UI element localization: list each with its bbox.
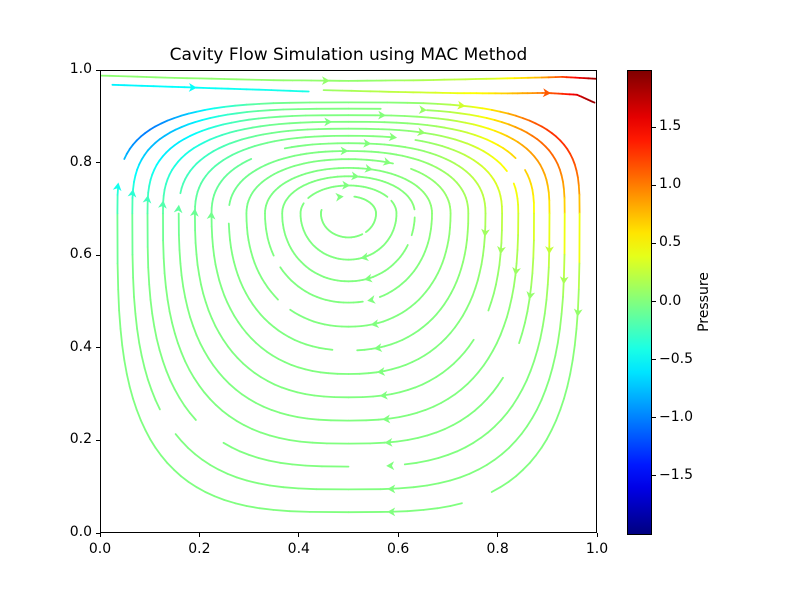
x-tick-mark (99, 533, 101, 537)
flow-arrow (481, 228, 490, 237)
flow-arrow (387, 507, 396, 517)
flow-arrow (335, 192, 344, 202)
flow-arrow (512, 266, 521, 276)
flow-arrow (112, 182, 122, 192)
colorbar-tick-mark (652, 126, 656, 128)
flow-arrow (127, 189, 137, 198)
x-tick-label: 0.4 (287, 541, 310, 557)
flow-arrow (360, 252, 370, 262)
colorbar-tick-label: −1.5 (659, 466, 693, 483)
flow-arrow (206, 211, 216, 220)
flow-arrow (457, 100, 466, 110)
colorbar-tick-label: −0.5 (659, 350, 693, 367)
flow-arrow (387, 484, 396, 494)
x-tick-label: 0.6 (387, 541, 410, 557)
x-tick-label: 1.0 (585, 541, 609, 557)
flow-arrow (373, 343, 383, 352)
flow-arrow (158, 200, 167, 209)
flow-arrow (542, 88, 551, 98)
colorbar-tick-mark (652, 184, 656, 186)
colorbar-tick-mark (652, 475, 656, 477)
x-tick-mark (198, 533, 200, 537)
y-tick-mark (96, 347, 100, 349)
colorbar-tick-label: 1.0 (659, 176, 682, 193)
flow-arrow (363, 138, 372, 148)
flow-arrow (350, 171, 360, 181)
flow-arrow (378, 110, 387, 120)
x-tick-label: 0.2 (188, 541, 211, 557)
x-tick-mark (397, 533, 399, 537)
colorbar-tick-mark (652, 242, 656, 244)
colorbar-label: Pressure (696, 271, 712, 332)
flow-arrow (364, 273, 373, 283)
flow-arrow (188, 83, 197, 92)
y-tick-label: 0.6 (69, 246, 92, 263)
y-tick-mark (96, 439, 100, 441)
colorbar (627, 70, 652, 535)
x-tick-mark (596, 533, 598, 537)
y-tick-mark (96, 532, 100, 534)
flow-arrow (324, 117, 333, 127)
y-tick-label: 0.0 (69, 524, 92, 540)
flow-arrow (364, 163, 373, 173)
flow-arrow (321, 76, 330, 86)
flow-arrow (370, 319, 380, 328)
x-tick-label: 0.8 (486, 541, 509, 557)
y-tick-label: 0.8 (69, 153, 92, 170)
y-tick-label: 0.4 (69, 338, 92, 355)
flow-arrow (382, 157, 392, 166)
y-tick-label: 1.0 (69, 61, 92, 77)
flow-arrow (342, 180, 351, 190)
streamlines (100, 74, 597, 517)
flow-arrow (386, 461, 395, 471)
flow-arrow (376, 367, 386, 376)
x-tick-mark (298, 533, 300, 537)
chart-title: Cavity Flow Simulation using MAC Method (169, 45, 528, 65)
flow-arrow (340, 146, 349, 156)
flow-arrow (142, 195, 152, 204)
colorbar-tick-label: 0.0 (659, 292, 682, 309)
colorbar-tick-mark (652, 301, 656, 302)
flow-arrow (367, 295, 376, 304)
y-tick-mark (96, 162, 100, 164)
flow-arrow (379, 390, 388, 400)
y-tick-label: 0.2 (69, 431, 92, 448)
flow-arrow (382, 414, 391, 424)
flow-arrow (173, 204, 183, 214)
y-tick-mark (96, 254, 100, 256)
flow-arrow (189, 208, 199, 217)
y-tick-mark (96, 69, 100, 71)
x-tick-mark (497, 533, 499, 537)
flow-arrow (418, 105, 427, 115)
colorbar-tick-mark (652, 417, 656, 419)
x-tick-label: 0.0 (88, 541, 112, 557)
flow-arrow (545, 246, 554, 255)
flow-arrow (497, 245, 506, 255)
flow-arrow (384, 437, 393, 447)
flow-arrow (573, 308, 583, 317)
colorbar-tick-label: −1.0 (659, 408, 693, 425)
flow-arrow (416, 127, 426, 137)
flow-arrow (388, 132, 398, 142)
flow-arrow (526, 291, 536, 300)
colorbar-tick-label: 1.5 (659, 118, 682, 134)
colorbar-tick-label: 0.5 (659, 234, 682, 251)
colorbar-tick-mark (652, 359, 656, 361)
flow-arrow (559, 276, 569, 285)
